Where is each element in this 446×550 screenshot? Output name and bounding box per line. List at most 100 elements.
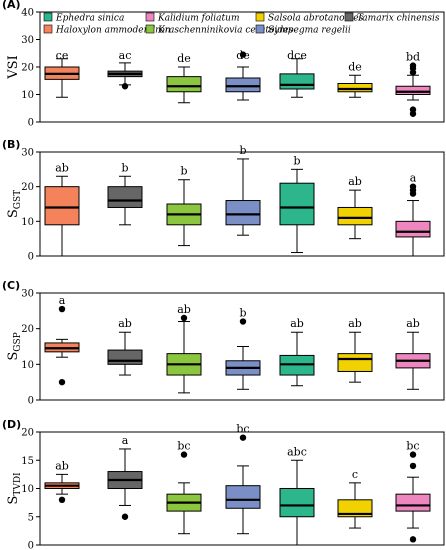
outlier-point — [239, 51, 247, 58]
legend-swatch — [43, 12, 53, 22]
y-tick-label: 0 — [28, 118, 34, 129]
y-tick-label: 20 — [21, 63, 34, 74]
outlier-point — [409, 62, 417, 69]
significance-letter: b — [293, 154, 300, 167]
iqr-box — [395, 220, 431, 238]
outlier-point — [409, 183, 417, 190]
y-axis-label-main: S — [6, 352, 21, 361]
significance-letter: de — [348, 60, 362, 73]
y-axis-label-main: S — [6, 209, 21, 218]
legend-swatch — [255, 24, 265, 34]
outlier-point — [180, 314, 188, 322]
significance-letter: b — [180, 165, 187, 178]
y-tick-label: 10 — [21, 360, 34, 371]
box-kalidium-foliatum: ab — [395, 317, 431, 390]
box-salsola-abrotanoides: ab — [337, 317, 373, 383]
box-haloxylon-ammodendron: ab — [44, 161, 80, 257]
y-tick-label: 5 — [28, 512, 34, 523]
y-axis-label-subscript: GSP — [13, 332, 23, 351]
box-haloxylon-ammodendron: ce — [44, 49, 80, 98]
outlier-point — [58, 305, 66, 313]
significance-letter: ab — [406, 317, 420, 330]
significance-letter: ac — [119, 49, 132, 62]
outlier-point — [58, 496, 66, 503]
y-axis-label-main: S — [6, 496, 21, 505]
significance-letter: b — [239, 307, 246, 320]
significance-letter: a — [59, 294, 66, 307]
box-ephedra-sinica: abc — [279, 445, 315, 546]
box-kraschenninikovia-ceratoides: bc — [166, 440, 202, 535]
y-axis-label: STVDI — [6, 472, 23, 505]
box-tamarix-chinensis: ab — [107, 317, 143, 376]
significance-letter: bd — [406, 51, 420, 64]
y-tick-label: 30 — [21, 148, 34, 159]
significance-letter: ab — [118, 317, 132, 330]
significance-letter: b — [121, 161, 128, 174]
legend-entry: Ephedra sinica — [55, 14, 124, 24]
legend-entry: Salsola abrotanoides — [268, 14, 364, 24]
iqr-box — [337, 83, 373, 93]
box-tamarix-chinensis: b — [107, 161, 143, 226]
box-sympegma-regelii: bc — [225, 423, 261, 535]
y-tick-label: 20 — [21, 324, 34, 335]
box-ephedra-sinica: dce — [279, 49, 315, 98]
box-tamarix-chinensis: a — [107, 434, 143, 520]
outlier-point — [239, 434, 247, 441]
outlier-point — [239, 318, 247, 325]
y-axis-label-subscript: TVDI — [13, 472, 23, 496]
box-kalidium-foliatum: a — [395, 172, 431, 257]
iqr-box — [225, 485, 261, 509]
box-tamarix-chinensis: ac — [107, 49, 143, 90]
legend-swatch — [43, 24, 53, 34]
outlier-point — [121, 513, 129, 520]
plot-frame — [39, 151, 445, 257]
plot-frame — [39, 292, 445, 401]
legend-entry: Kalidium foliatum — [157, 14, 240, 24]
y-tick-label: 30 — [21, 289, 34, 300]
y-tick-label: 10 — [21, 484, 34, 495]
significance-letter: bc — [236, 423, 249, 436]
outlier-point — [121, 83, 129, 90]
box-kalidium-foliatum: bc — [395, 440, 431, 543]
panel-a: (A) 0 10 20 30 40 VSI ce ac de de dce de bd — [2, 0, 445, 129]
panel-b: (B) 0 10 20 30 SGST ab b b b b ab a — [2, 138, 445, 263]
panel-c: (C) 0 10 20 30 SGSP a ab ab b ab ab ab — [2, 279, 445, 407]
box-kraschenninikovia-ceratoides: de — [166, 52, 202, 104]
outlier-point — [180, 451, 188, 458]
legend-swatch — [145, 24, 155, 34]
box-sympegma-regelii: b — [225, 144, 261, 236]
significance-letter: dce — [287, 49, 307, 62]
significance-letter: ab — [290, 317, 304, 330]
significance-letter: a — [410, 172, 417, 185]
panel-label: (B) — [2, 138, 20, 151]
box-sympegma-regelii: de — [225, 49, 261, 101]
y-axis-label: SGSP — [6, 332, 23, 360]
legend-entry: Tamarix chinensis — [357, 14, 440, 24]
significance-letter: ab — [348, 317, 362, 330]
outlier-point — [409, 536, 417, 543]
significance-letter: ce — [56, 49, 69, 62]
outlier-point — [409, 462, 417, 470]
legend-entry: Kraschenninikovia ceratoides — [157, 26, 293, 36]
panel-label: (A) — [2, 0, 21, 11]
box-kraschenninikovia-ceratoides: ab — [166, 303, 202, 394]
box-haloxylon-ammodendron: a — [44, 294, 80, 386]
y-tick-label: 20 — [21, 182, 34, 193]
y-axis-label-subscript: GST — [13, 190, 23, 209]
iqr-box — [107, 186, 143, 208]
iqr-box — [337, 206, 373, 226]
box-haloxylon-ammodendron: ab — [44, 459, 80, 503]
box-sympegma-regelii: b — [225, 307, 261, 390]
y-tick-label: 0 — [28, 396, 34, 407]
box-salsola-abrotanoides: c — [337, 468, 373, 529]
y-tick-label: 30 — [21, 35, 34, 46]
box-salsola-abrotanoides: ab — [337, 175, 373, 240]
significance-letter: abc — [287, 445, 307, 458]
iqr-box — [279, 182, 315, 226]
significance-letter: a — [122, 434, 129, 447]
legend-swatch — [145, 12, 155, 22]
box-kalidium-foliatum: bd — [395, 51, 431, 117]
iqr-box — [395, 493, 431, 512]
